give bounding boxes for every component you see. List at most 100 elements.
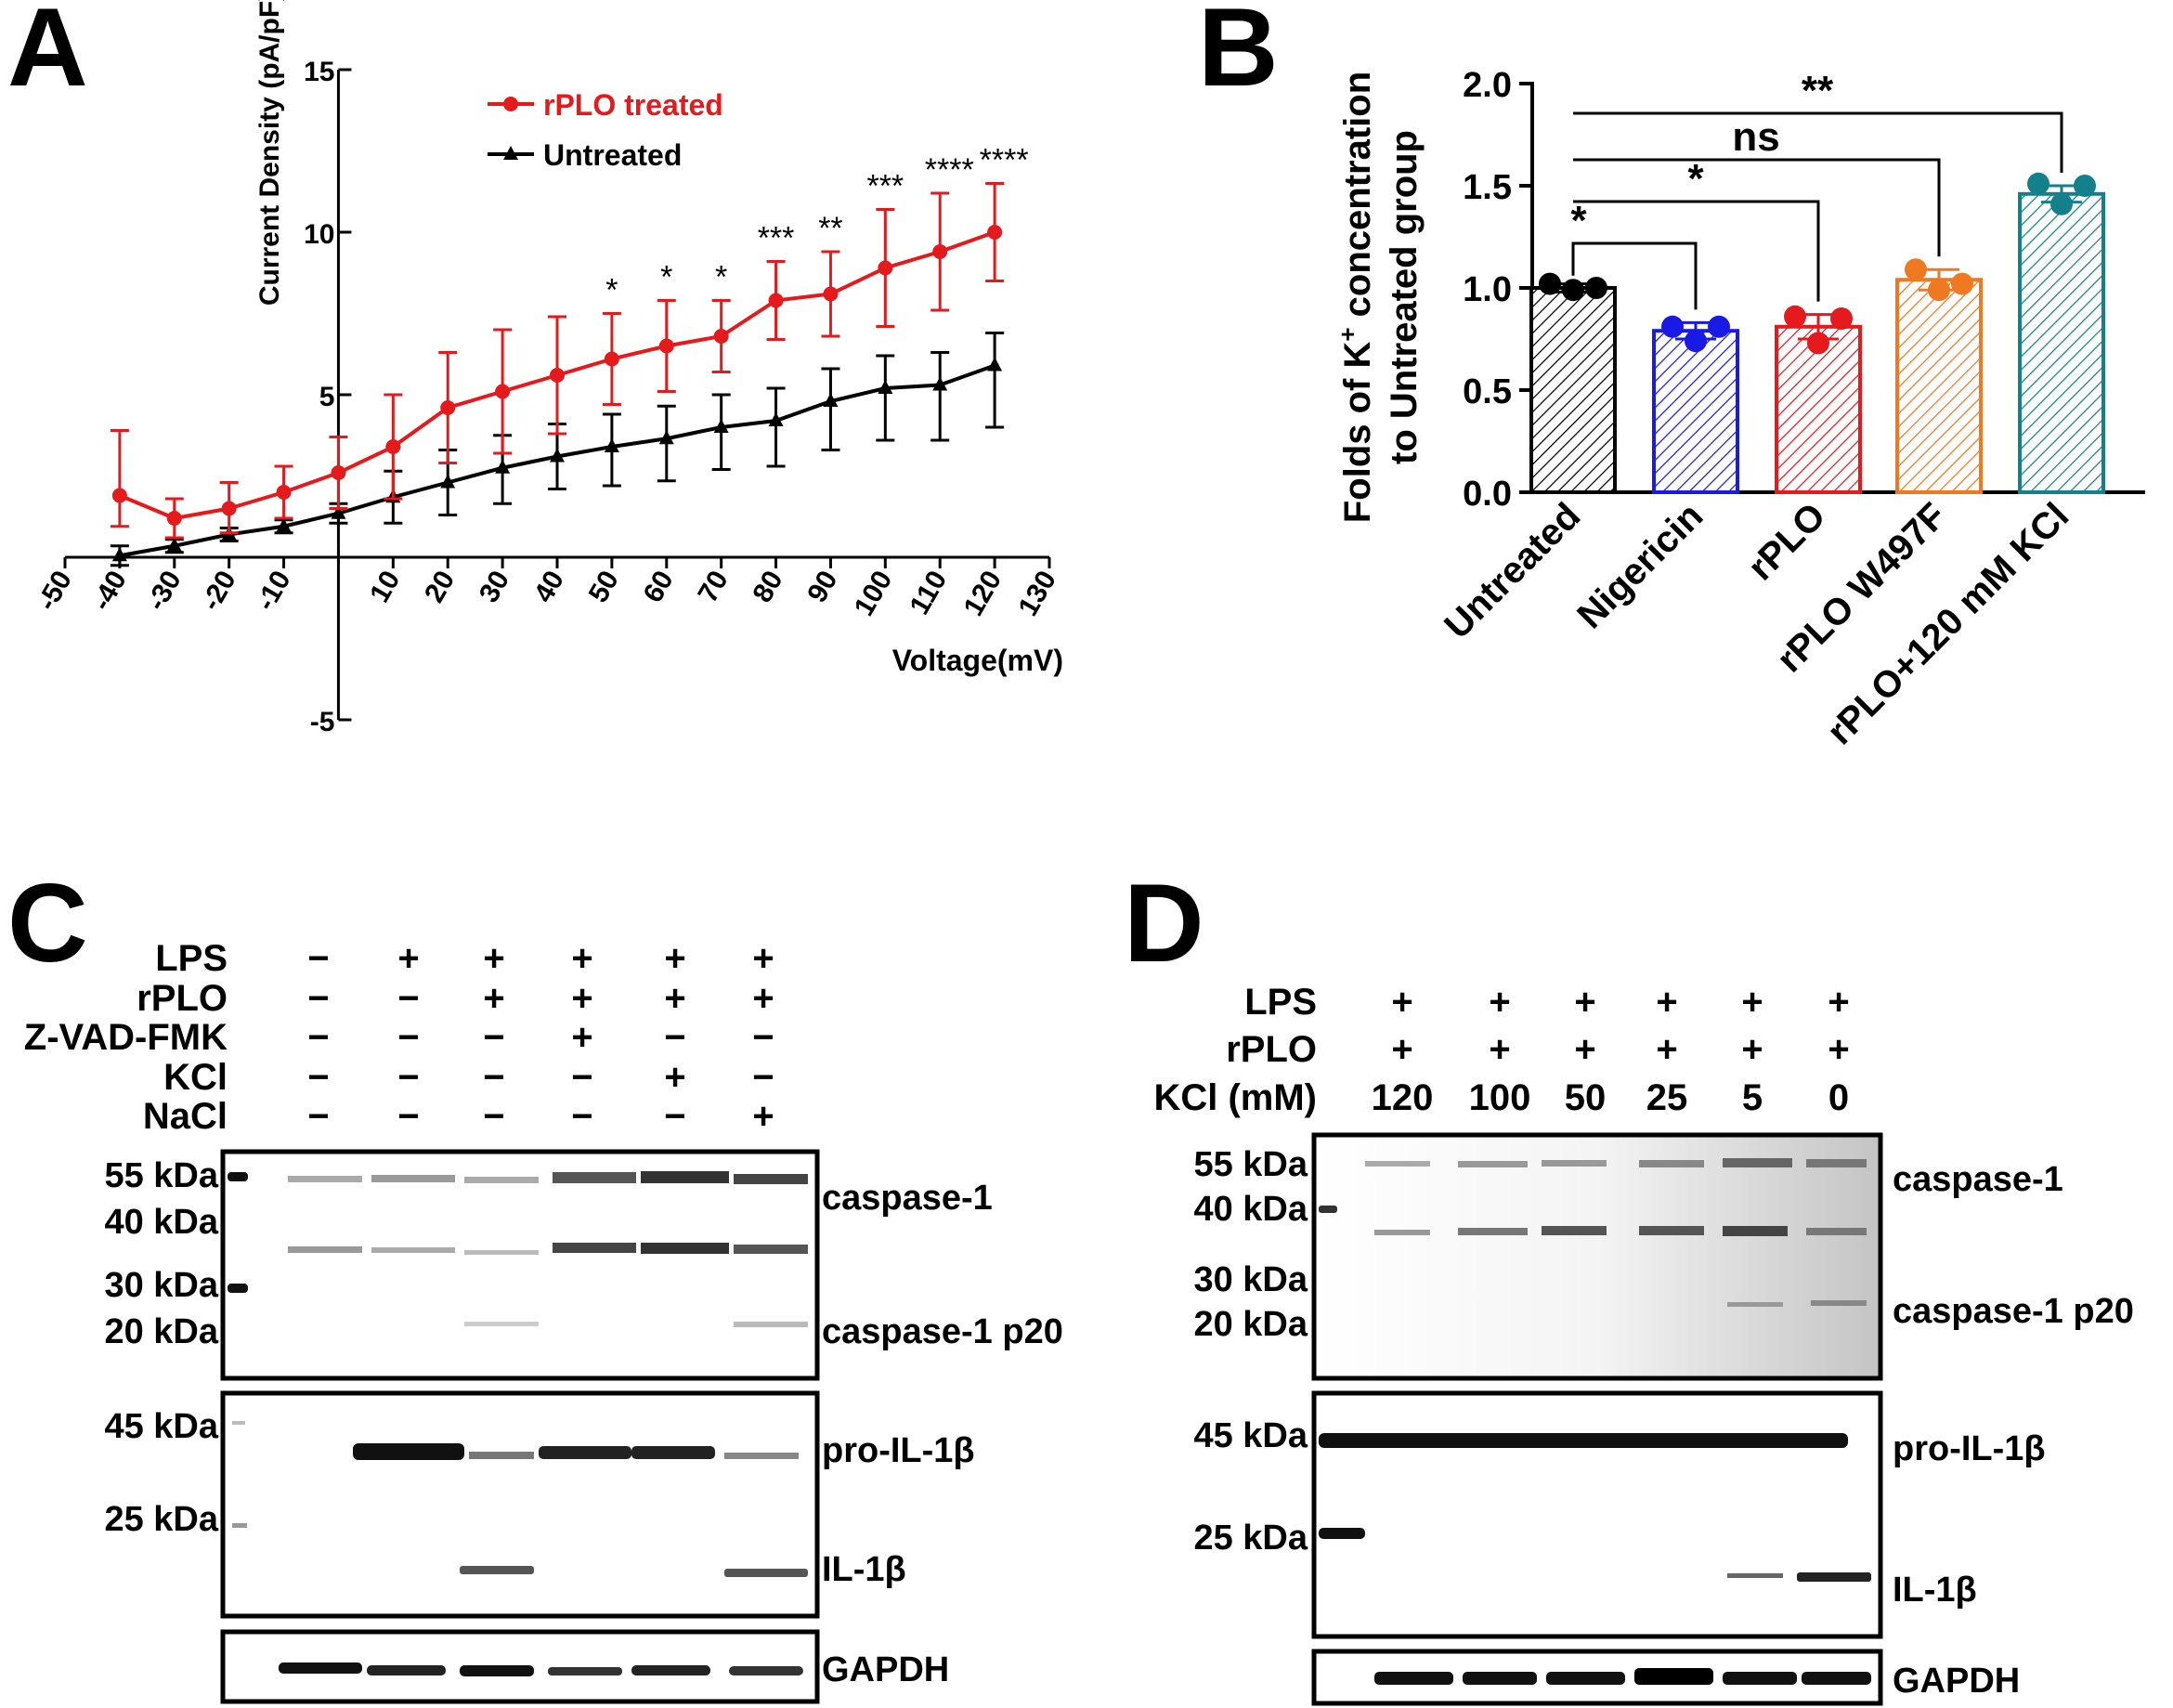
b-comparison-label: *	[1570, 198, 1587, 243]
d-marker-55: 55 kDa	[1193, 1145, 1308, 1184]
d-label-proil1b: pro-IL-1β	[1893, 1429, 2046, 1468]
a-point-rplo	[878, 260, 893, 276]
c-condition-value: −	[397, 1017, 419, 1058]
a-y-tick-label: -5	[310, 707, 335, 737]
d-condition-value: 5	[1742, 1077, 1763, 1118]
c-band-p20	[734, 1322, 808, 1327]
d-condition-table: LPS + + + + + +rPLO + + + + + +KCl (mM) 120 100 50 25 5 0	[1153, 982, 1849, 1118]
d-band-p20	[1727, 1302, 1783, 1307]
legend-marker-rplo	[503, 97, 518, 111]
d-band-mid	[1806, 1228, 1867, 1235]
a-point-rplo	[550, 368, 565, 383]
c-condition-value: −	[664, 1096, 685, 1137]
b-point	[1585, 277, 1607, 299]
d-condition-label: KCl (mM)	[1153, 1077, 1317, 1118]
d-band-casp1	[1365, 1161, 1430, 1167]
c-label-proil1b: pro-IL-1β	[822, 1431, 975, 1470]
c-band-gapdh	[367, 1665, 446, 1675]
a-x-tick-label: 130	[1012, 566, 1062, 621]
d-band-il1b	[1727, 1573, 1783, 1578]
c-condition-value: +	[571, 938, 592, 979]
d-band-gapdh	[1463, 1672, 1537, 1685]
c-band-proil1b	[353, 1443, 464, 1460]
a-point-rplo	[166, 511, 182, 526]
c-condition-label: LPS	[155, 938, 228, 979]
c-marker-25: 25 kDa	[104, 1500, 218, 1539]
a-point-rplo	[276, 485, 292, 500]
c-condition-value: −	[752, 1057, 774, 1098]
d-condition-label: rPLO	[1226, 1029, 1317, 1070]
c-marker-20: 20 kDa	[104, 1312, 218, 1351]
c-band-gapdh	[548, 1667, 622, 1675]
d-band-mid	[1723, 1226, 1788, 1236]
a-significance: *	[715, 260, 727, 295]
panel-d: D LPS + + + + + +rPLO + + + + + +KCl (mM) 120 100 50 25 5…	[1124, 861, 2134, 1706]
d-condition-value: 50	[1565, 1077, 1607, 1118]
c-band-il1b	[460, 1566, 534, 1574]
a-x-tick-label: -30	[141, 566, 188, 616]
c-band-mid	[288, 1246, 362, 1253]
d-condition-value: +	[1574, 982, 1595, 1023]
d-condition-value: +	[1391, 1029, 1412, 1070]
a-significance: ****	[980, 143, 1029, 178]
a-point-untreated	[276, 517, 292, 532]
a-point-rplo	[495, 384, 511, 399]
a-point-untreated	[440, 474, 456, 489]
c-band-gapdh	[460, 1665, 534, 1676]
b-point	[1708, 315, 1730, 338]
legend-label-rplo: rPLO treated	[543, 88, 723, 122]
a-x-tick-label: -20	[195, 566, 241, 616]
b-bar	[1895, 278, 1983, 495]
b-point	[1905, 258, 1927, 281]
c-condition-value: −	[571, 1057, 592, 1098]
d-condition-value: 25	[1646, 1077, 1688, 1118]
b-point	[1784, 305, 1806, 328]
b-comparison-label: **	[1802, 68, 1834, 113]
d-band-mid	[1374, 1230, 1430, 1235]
c-band-gapdh	[631, 1665, 710, 1675]
a-x-tick-label: 90	[801, 566, 843, 607]
a-x-tick-label: 20	[419, 566, 461, 607]
d-ladder-band	[1319, 1528, 1365, 1539]
c-band-casp1	[641, 1171, 729, 1183]
b-comparison-label: *	[1687, 156, 1704, 202]
c-condition-value: −	[307, 1057, 329, 1098]
c-condition-value: −	[397, 1096, 419, 1137]
a-legend: rPLO treated Untreated	[488, 88, 723, 172]
d-band-casp1	[1723, 1158, 1792, 1167]
d-band-gapdh	[1374, 1672, 1453, 1685]
d-condition-value: +	[1828, 982, 1849, 1023]
b-comparison-bracket	[1573, 200, 1820, 302]
c-band-proil1b	[631, 1446, 715, 1459]
d-band-gapdh	[1802, 1672, 1871, 1685]
c-condition-value: +	[571, 1017, 592, 1058]
b-y-tick-label: 0.5	[1463, 372, 1512, 411]
a-x-tick-label: 100	[849, 566, 899, 621]
legend-label-untreated: Untreated	[543, 138, 682, 172]
c-condition-value: +	[397, 938, 419, 979]
c-band-mid	[734, 1245, 808, 1254]
a-x-tick-label: 30	[474, 566, 515, 607]
panel-b-letter: B	[1198, 0, 1279, 110]
a-significance: *	[605, 273, 618, 308]
a-point-rplo	[440, 400, 456, 415]
a-y-tick-label: 10	[304, 219, 334, 250]
c-condition-value: +	[483, 938, 504, 979]
a-point-rplo	[658, 338, 674, 354]
a-x-tick-label: 120	[958, 566, 1008, 621]
d-condition-label: LPS	[1244, 982, 1317, 1023]
c-condition-value: −	[571, 1096, 592, 1137]
b-category-label: Nigericin	[1569, 495, 1711, 636]
d-band-casp1	[1806, 1159, 1867, 1167]
d-band-p20	[1811, 1300, 1867, 1306]
c-condition-value: +	[664, 1057, 685, 1098]
c-band-p20	[464, 1322, 539, 1326]
b-bar	[2018, 191, 2105, 495]
c-condition-value: −	[307, 1096, 329, 1137]
b-point	[1951, 272, 1973, 295]
c-condition-label: Z-VAD-FMK	[24, 1017, 228, 1058]
c-condition-value: +	[752, 938, 774, 979]
d-band-gapdh	[1723, 1672, 1797, 1685]
